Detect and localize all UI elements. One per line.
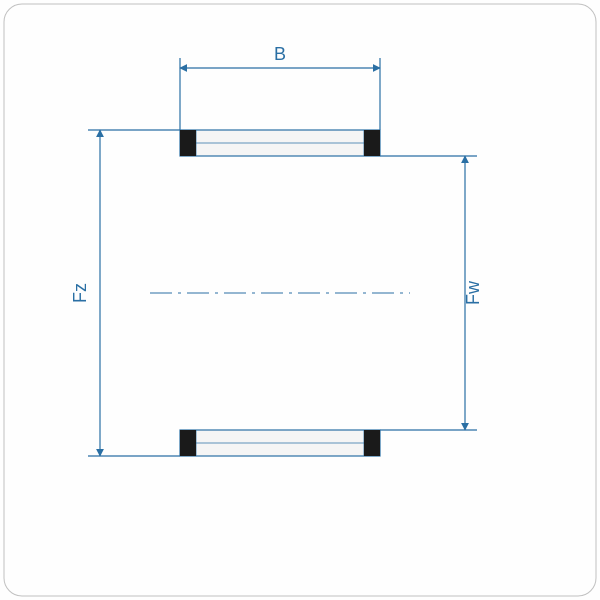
bearing-diagram-svg: B Fw Fz — [0, 0, 600, 600]
roller-top — [180, 130, 380, 156]
roller-bottom — [180, 430, 380, 456]
image-frame — [4, 4, 596, 596]
dim-Fz-label: Fz — [70, 283, 90, 303]
dim-Fw-label: Fw — [463, 280, 483, 305]
diagram-canvas: B Fw Fz — [0, 0, 600, 600]
dim-B-label: B — [274, 44, 286, 64]
